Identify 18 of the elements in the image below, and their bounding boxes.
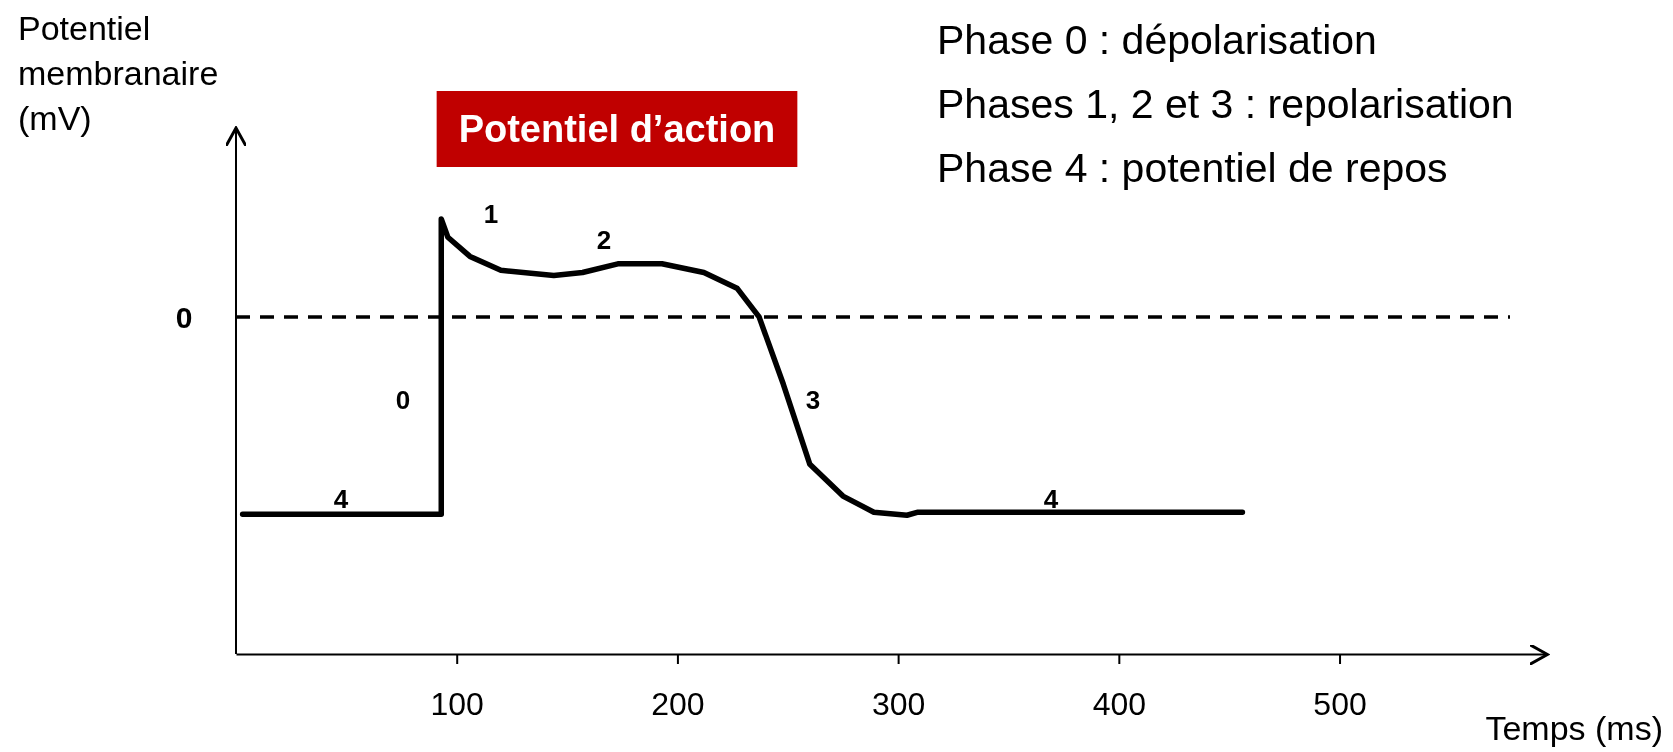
x-tick-label: 200 bbox=[651, 686, 705, 722]
annotation: 2 bbox=[596, 225, 612, 256]
annotation: 0 bbox=[395, 385, 411, 416]
x-axis-title: Temps (ms) bbox=[1485, 709, 1663, 747]
annotation: 3 bbox=[805, 385, 821, 416]
x-tick-label: 400 bbox=[1092, 686, 1147, 722]
text: 0 bbox=[175, 300, 193, 334]
text: Phases 1, 2 et 3 : repolarisation bbox=[937, 81, 1514, 128]
x-tick-label: 100 bbox=[430, 686, 484, 722]
annotation: 4 bbox=[333, 484, 349, 515]
y-axis-title: Potentiel membranaire (mV) bbox=[18, 9, 219, 137]
x-tick-label: 300 bbox=[871, 686, 926, 722]
text: Phase 4 : potentiel de repos bbox=[937, 145, 1448, 192]
annotation: 4 bbox=[1043, 484, 1059, 515]
annotation: 1 bbox=[483, 199, 499, 230]
x-tick-label: 500 bbox=[1313, 686, 1367, 722]
text: Phase 0 : dépolarisation bbox=[937, 17, 1377, 64]
chart-title: Potentiel d’action bbox=[458, 108, 776, 151]
